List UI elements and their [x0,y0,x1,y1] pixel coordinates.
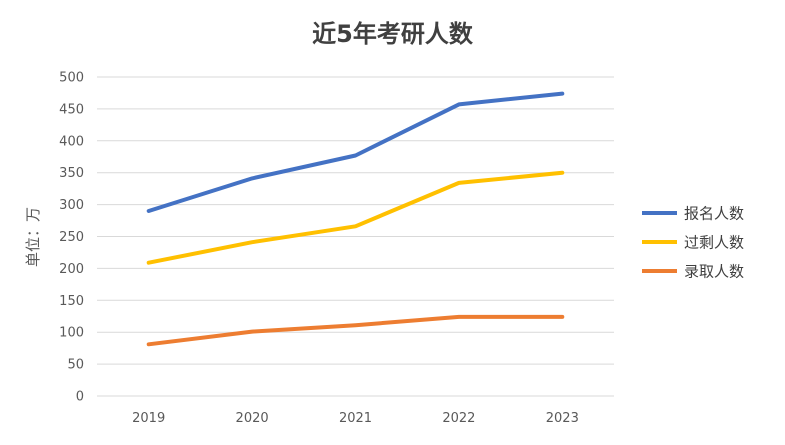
x-tick-label: 2019 [132,411,165,426]
y-tick-label: 500 [59,71,84,86]
series-line-1 [146,170,565,265]
y-axis-label: 单位：万 [24,207,42,267]
x-tick-label: 2021 [339,411,372,426]
chart-title: 近5年考研人数 [312,20,473,48]
y-tick-label: 50 [67,358,84,373]
y-tick-label: 0 [76,390,84,405]
y-tick-label: 150 [59,294,84,309]
series-line-2 [146,314,565,347]
y-tick-label: 350 [59,166,84,181]
x-tick-label: 2020 [236,411,269,426]
y-tick-label: 200 [59,262,84,277]
y-tick-label: 300 [59,198,84,213]
legend-label: 报名人数 [684,205,744,223]
series-line-0 [146,91,565,213]
series-lines [146,91,565,347]
y-tick-label: 400 [59,134,84,149]
y-tick-label: 250 [59,230,84,245]
legend-label: 录取人数 [684,263,744,281]
y-tick-label: 100 [59,326,84,341]
x-tick-label: 2022 [442,411,475,426]
gridlines [97,76,614,397]
y-tick-label: 450 [59,102,84,117]
x-tick-label: 2023 [546,411,579,426]
y-tick-labels: 0 50 100 150 200 250 300 350 400 450 500 [59,71,84,405]
x-tick-labels: 2019 2020 2021 2022 2023 [132,411,579,426]
legend-label: 过剩人数 [684,234,744,252]
